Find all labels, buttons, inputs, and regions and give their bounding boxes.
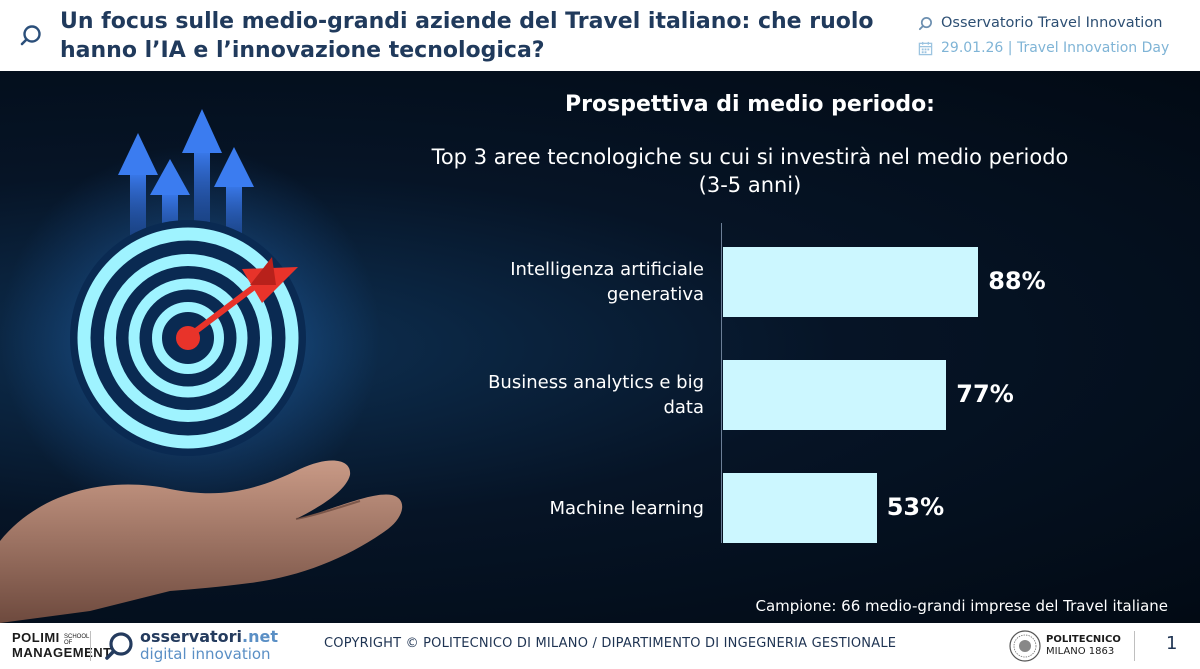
bar-category-label: Intelligenza artificiale generativa bbox=[444, 257, 704, 307]
bar-category-label: Machine learning bbox=[444, 496, 704, 521]
bar-category-label-line: Business analytics e big bbox=[488, 372, 704, 393]
copyright-text: COPYRIGHT © POLITECNICO DI MILANO / DIPA… bbox=[324, 636, 897, 651]
polimi-logo: POLIMI MANAGEMENT SCHOOL OF bbox=[12, 630, 112, 661]
search-icon bbox=[918, 16, 932, 30]
event-line: 29.01.26 | Travel Innovation Day bbox=[918, 37, 1188, 59]
observatory-name: Osservatorio Travel Innovation bbox=[941, 15, 1163, 31]
slide-header: Un focus sulle medio-grandi aziende del … bbox=[0, 0, 1200, 71]
osservatori-brand: osservatori.net bbox=[140, 628, 278, 646]
observatory-line: Osservatorio Travel Innovation bbox=[918, 12, 1188, 34]
politecnico-line-1: POLITECNICO bbox=[1046, 634, 1121, 645]
target-icon bbox=[70, 220, 306, 456]
chart-axis bbox=[721, 223, 722, 543]
politecnico-line-2: MILANO 1863 bbox=[1046, 646, 1115, 657]
page-number: 1 bbox=[1166, 633, 1178, 654]
sample-note: Campione: 66 medio-grandi imprese del Tr… bbox=[755, 597, 1168, 615]
bar-category-label-line: generativa bbox=[606, 284, 704, 305]
header-meta: Osservatorio Travel Innovation 29.01.26 … bbox=[918, 12, 1188, 59]
subheading-line-1: Top 3 aree tecnologiche su cui si invest… bbox=[431, 145, 1069, 169]
subheading-line-2: (3-5 anni) bbox=[698, 173, 802, 197]
bar-value-label: 77% bbox=[956, 380, 1014, 408]
bar-value-label: 53% bbox=[886, 493, 945, 521]
bar-value-label: 88% bbox=[988, 267, 1046, 295]
event-date: 29.01.26 | Travel Innovation Day bbox=[941, 40, 1170, 56]
bar-category-label-line: data bbox=[663, 397, 704, 418]
bar-category-label: Business analytics e big data bbox=[444, 370, 704, 420]
osservatori-logo: osservatori.net digital innovation bbox=[140, 628, 278, 663]
search-icon bbox=[20, 25, 41, 46]
search-icon bbox=[105, 632, 133, 660]
hand-icon bbox=[0, 460, 403, 623]
polimi-school: SCHOOL OF bbox=[64, 634, 90, 646]
target-illustration bbox=[0, 109, 403, 623]
footer-divider bbox=[90, 631, 91, 661]
footer-divider bbox=[1134, 631, 1135, 661]
osservatori-tagline: digital innovation bbox=[140, 645, 271, 663]
seal-icon bbox=[1009, 630, 1041, 662]
bar-category-label-line: Machine learning bbox=[549, 497, 704, 519]
bar bbox=[723, 360, 947, 430]
calendar-icon bbox=[918, 41, 933, 55]
bar bbox=[723, 473, 877, 543]
bar bbox=[723, 247, 979, 317]
osservatori-brand-suffix: .net bbox=[242, 627, 278, 646]
polimi-line-2: MANAGEMENT bbox=[12, 645, 112, 660]
slide-title: Un focus sulle medio-grandi aziende del … bbox=[60, 9, 874, 63]
slide-footer: POLIMI MANAGEMENT SCHOOL OF osservatori.… bbox=[0, 623, 1200, 669]
bar-chart: Intelligenza artificiale generativa 88% Bus… bbox=[440, 221, 1180, 551]
bar-category-label-line: Intelligenza artificiale bbox=[510, 259, 704, 280]
osservatori-brand-name: osservatori bbox=[140, 627, 243, 646]
chart-heading: Prospettiva di medio periodo: bbox=[565, 92, 935, 117]
chart-subheading: Top 3 aree tecnologiche su cui si invest… bbox=[370, 143, 1130, 199]
polimi-line-1: POLIMI bbox=[12, 630, 60, 645]
content-panel: Prospettiva di medio periodo: Top 3 aree… bbox=[0, 71, 1200, 623]
politecnico-logo: POLITECNICO MILANO 1863 bbox=[1046, 634, 1121, 658]
dart-icon bbox=[189, 257, 298, 337]
